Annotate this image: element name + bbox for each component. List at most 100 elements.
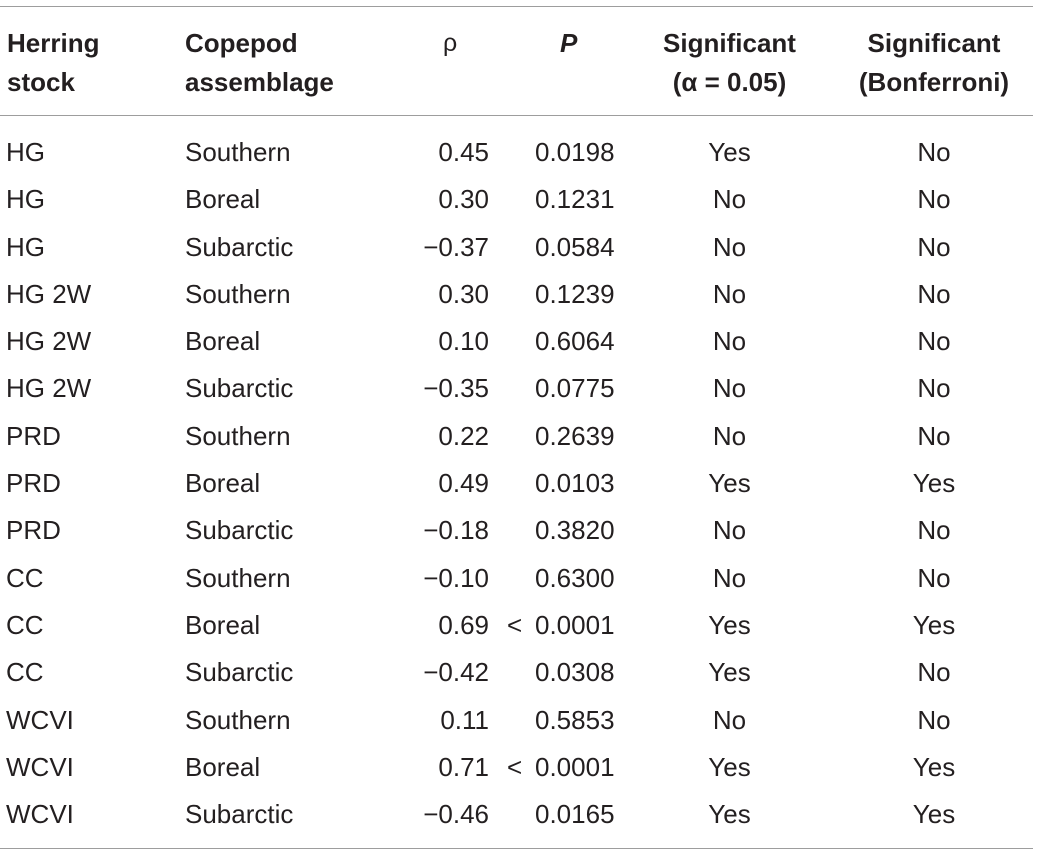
cell-p-value: 0.0308 — [535, 657, 615, 688]
header-p-value: P — [560, 28, 578, 58]
cell-significant-bonferroni: No — [917, 373, 951, 404]
cell-rho: −0.35 — [423, 373, 489, 404]
cell-rho: 0.30 — [438, 278, 489, 309]
cell-p-value: 0.3820 — [535, 515, 615, 546]
cell-p-value: 0.0198 — [535, 137, 615, 167]
cell-copepod-assemblage: Boreal — [185, 326, 261, 357]
cell-copepod-assemblage: Southern — [185, 137, 291, 167]
cell-p-value: 0.2639 — [535, 420, 615, 451]
cell-p-value: 0.0775 — [535, 373, 615, 404]
cell-copepod-assemblage: Subarctic — [185, 231, 294, 262]
cell-rho: 0.49 — [438, 468, 489, 499]
cell-rho: −0.42 — [423, 657, 489, 688]
table-row: HG 2W Boreal 0.10 0.6064 No No — [0, 318, 1039, 365]
cell-significant-bonferroni: No — [917, 420, 951, 451]
cell-herring-stock: CC — [6, 562, 44, 593]
cell-significant-alpha: Yes — [708, 137, 751, 167]
cell-herring-stock: PRD — [6, 468, 61, 499]
cell-significant-bonferroni: Yes — [912, 799, 956, 830]
cell-significant-alpha: No — [712, 515, 747, 546]
cell-copepod-assemblage: Subarctic — [185, 657, 294, 688]
table-row: WCVI Boreal 0.71 <0.0001 Yes Yes — [0, 744, 1039, 791]
cell-significant-bonferroni: No — [917, 137, 951, 167]
cell-significant-bonferroni: Yes — [912, 468, 956, 499]
cell-significant-alpha: Yes — [708, 799, 751, 830]
table-top-rule — [0, 6, 1033, 7]
cell-herring-stock: PRD — [6, 515, 61, 546]
cell-significant-bonferroni: No — [917, 515, 951, 546]
cell-significant-bonferroni: No — [917, 184, 951, 215]
cell-rho: −0.18 — [423, 515, 489, 546]
table-row: CC Boreal 0.69 <0.0001 Yes Yes — [0, 602, 1039, 649]
cell-copepod-assemblage: Subarctic — [185, 515, 294, 546]
cell-significant-alpha: Yes — [708, 468, 751, 499]
cell-herring-stock: CC — [6, 609, 44, 640]
cell-rho: 0.22 — [438, 420, 489, 451]
cell-copepod-assemblage: Southern — [185, 562, 291, 593]
table-row: HG Southern 0.45 0.0198 Yes No — [0, 129, 1039, 176]
table-row: HG 2W Subarctic −0.35 0.0775 No No — [0, 365, 1039, 412]
cell-significant-bonferroni: No — [917, 657, 951, 688]
header-herring-stock: Herring stock — [7, 28, 100, 97]
cell-herring-stock: HG 2W — [6, 278, 92, 309]
cell-significant-alpha: Yes — [708, 751, 751, 782]
table-row: PRD Subarctic −0.18 0.3820 No No — [0, 507, 1039, 554]
cell-rho: −0.46 — [423, 799, 489, 830]
cell-p-value: 0.0001 — [535, 609, 615, 640]
cell-rho: 0.10 — [438, 326, 489, 357]
cell-significant-bonferroni: No — [917, 278, 951, 309]
cell-herring-stock: HG — [6, 231, 45, 262]
cell-herring-stock: PRD — [6, 420, 61, 451]
cell-p-value: 0.1231 — [535, 184, 615, 215]
cell-p-value: 0.6300 — [535, 562, 615, 593]
cell-rho: 0.30 — [438, 184, 489, 215]
cell-herring-stock: CC — [6, 657, 44, 688]
cell-herring-stock: WCVI — [6, 751, 74, 782]
cell-rho: 0.45 — [438, 137, 489, 167]
cell-p-value: 0.0103 — [535, 468, 615, 499]
cell-copepod-assemblage: Subarctic — [185, 799, 294, 830]
cell-significant-alpha: No — [712, 278, 747, 309]
cell-copepod-assemblage: Southern — [185, 278, 291, 309]
cell-herring-stock: WCVI — [6, 799, 74, 830]
cell-rho: 0.71 — [438, 751, 489, 782]
table-row: HG 2W Southern 0.30 0.1239 No No — [0, 271, 1039, 318]
cell-rho: 0.11 — [440, 704, 489, 735]
cell-copepod-assemblage: Boreal — [185, 468, 261, 499]
header-copepod-assemblage: Copepod assemblage — [185, 28, 334, 97]
table-row: WCVI Subarctic −0.46 0.0165 Yes Yes — [0, 791, 1039, 838]
cell-significant-alpha: No — [712, 231, 747, 262]
header-significant-alpha: Significant (α = 0.05) — [663, 28, 796, 97]
cell-copepod-assemblage: Southern — [185, 704, 291, 735]
cell-significant-alpha: No — [712, 326, 747, 357]
cell-herring-stock: HG — [6, 184, 45, 215]
cell-copepod-assemblage: Boreal — [185, 609, 261, 640]
cell-significant-bonferroni: No — [917, 231, 951, 262]
cell-herring-stock: HG 2W — [6, 326, 92, 357]
cell-rho: −0.10 — [423, 562, 489, 593]
cell-significant-bonferroni: No — [917, 704, 951, 735]
cell-p-value: 0.0001 — [535, 751, 615, 782]
header-rho: ρ — [443, 29, 458, 57]
table-row: WCVI Southern 0.11 0.5853 No No — [0, 697, 1039, 744]
cell-copepod-assemblage: Southern — [185, 420, 291, 451]
cell-herring-stock: HG 2W — [6, 373, 92, 404]
table-bottom-rule — [0, 848, 1033, 849]
cell-p-value: 0.0165 — [535, 799, 615, 830]
cell-significant-bonferroni: No — [917, 562, 951, 593]
cell-significant-alpha: No — [712, 184, 747, 215]
cell-p-prefix: < — [507, 751, 523, 782]
table-row: CC Subarctic −0.42 0.0308 Yes No — [0, 649, 1039, 696]
cell-significant-bonferroni: Yes — [912, 609, 956, 640]
cell-copepod-assemblage: Boreal — [185, 751, 261, 782]
cell-significant-alpha: Yes — [708, 609, 751, 640]
table-row: HG Subarctic −0.37 0.0584 No No — [0, 224, 1039, 271]
cell-significant-alpha: No — [712, 704, 747, 735]
table-row: CC Southern −0.10 0.6300 No No — [0, 555, 1039, 602]
cell-copepod-assemblage: Subarctic — [185, 373, 294, 404]
table-row: PRD Southern 0.22 0.2639 No No — [0, 413, 1039, 460]
cell-significant-alpha: No — [712, 420, 747, 451]
cell-p-value: 0.1239 — [535, 278, 615, 309]
cell-significant-alpha: No — [712, 562, 747, 593]
cell-herring-stock: HG — [6, 137, 45, 167]
